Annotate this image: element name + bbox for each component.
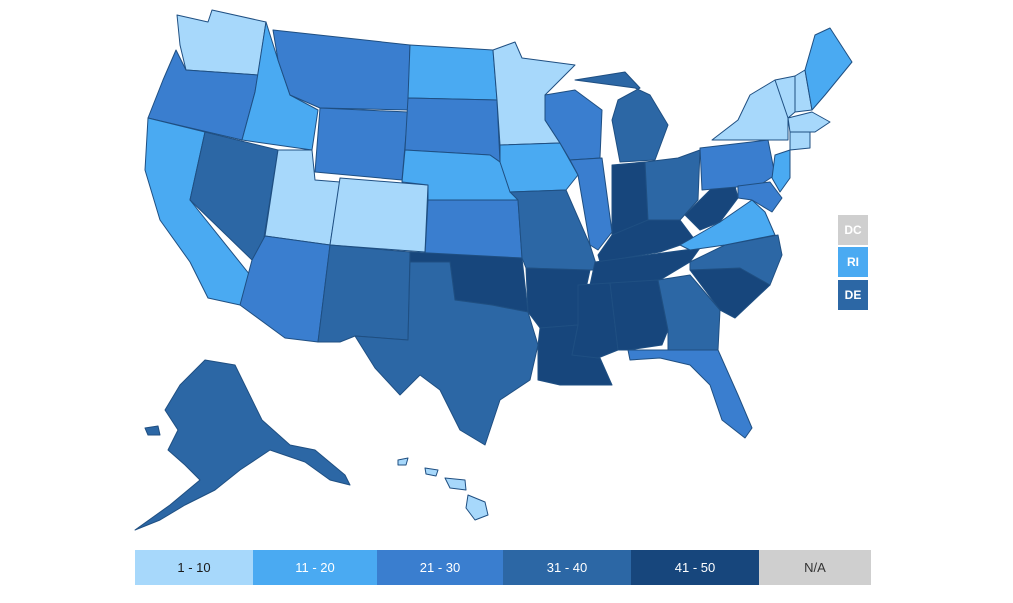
- small-state-label-ri: RI: [847, 255, 859, 269]
- state-me[interactable]: [804, 27, 853, 111]
- legend-label: 31 - 40: [546, 560, 588, 575]
- legend-item-1-10: 1 - 10: [135, 550, 253, 585]
- legend-label: 41 - 50: [674, 560, 716, 575]
- small-state-label-de: DE: [844, 288, 862, 302]
- legend-item-41-50: 41 - 50: [631, 550, 759, 585]
- state-wa[interactable]: [176, 9, 267, 76]
- legend: 1 - 10 11 - 20 21 - 30 31 - 40 41 - 50 N…: [135, 550, 871, 585]
- small-state-box-dc[interactable]: DC: [838, 215, 868, 245]
- state-md[interactable]: [737, 181, 783, 213]
- state-pa[interactable]: [699, 139, 776, 191]
- state-nd[interactable]: [407, 44, 498, 101]
- state-ma[interactable]: [787, 111, 831, 133]
- legend-label: 11 - 20: [295, 560, 335, 575]
- state-ak-island[interactable]: [144, 425, 161, 436]
- legend-label: 21 - 30: [419, 560, 461, 575]
- small-state-box-ri[interactable]: RI: [838, 247, 868, 277]
- state-nm[interactable]: [317, 244, 411, 343]
- state-ny[interactable]: [711, 79, 789, 141]
- state-il[interactable]: [569, 157, 613, 251]
- state-fl[interactable]: [627, 349, 753, 439]
- state-ak[interactable]: [134, 359, 351, 531]
- legend-item-na: N/A: [759, 550, 871, 585]
- legend-label: N/A: [804, 560, 826, 575]
- state-co[interactable]: [329, 177, 429, 253]
- state-hi[interactable]: [397, 457, 489, 521]
- state-ks[interactable]: [424, 199, 523, 259]
- small-state-box-de[interactable]: DE: [838, 280, 868, 310]
- state-tx[interactable]: [354, 261, 539, 446]
- state-al[interactable]: [609, 279, 669, 351]
- state-nj[interactable]: [771, 149, 791, 193]
- state-ct[interactable]: [789, 131, 811, 151]
- state-va[interactable]: [679, 199, 776, 251]
- state-wy[interactable]: [314, 107, 409, 181]
- legend-item-21-30: 21 - 30: [377, 550, 503, 585]
- legend-item-11-20: 11 - 20: [253, 550, 377, 585]
- state-mi[interactable]: [574, 71, 669, 163]
- legend-item-31-40: 31 - 40: [503, 550, 631, 585]
- small-state-label-dc: DC: [844, 223, 862, 237]
- state-wv[interactable]: [684, 185, 739, 231]
- state-tn[interactable]: [589, 247, 701, 286]
- legend-label: 1 - 10: [177, 560, 211, 575]
